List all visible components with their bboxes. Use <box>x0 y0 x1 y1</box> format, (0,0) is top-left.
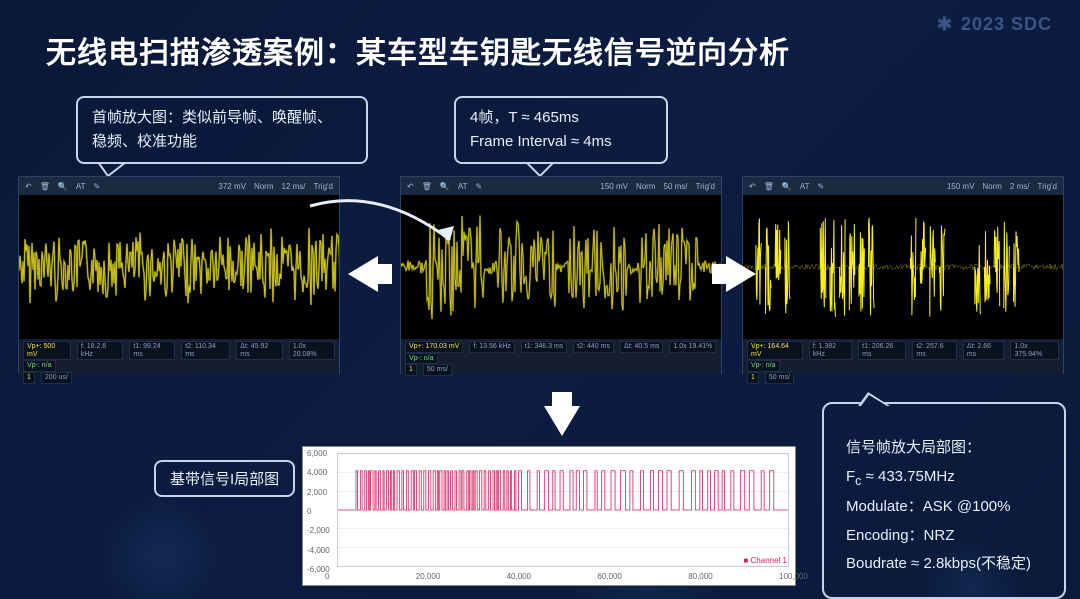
arrow-right-icon <box>726 256 756 292</box>
callout-tail-icon <box>98 162 126 176</box>
signal-info-box: 信号帧放大局部图： Fc ≈ 433.75MHz Modulate：ASK @1… <box>828 420 1060 593</box>
scope-toolbar: ↶🗑🔍AT✎ 150 mV Norm 50 ms/ Trig'd <box>401 177 721 195</box>
scope-statusbar: Vp+: 164.64 mV f: 1.382 kHz t1: 206.26 m… <box>743 339 1063 375</box>
oscilloscope-left: ↶🗑🔍AT✎ 372 mV Norm 12 ms/ Trig'd Vp+: 50… <box>18 176 340 374</box>
scope-canvas <box>19 195 339 339</box>
callout-line: 稳频、校准功能 <box>92 130 352 154</box>
scope-toolbar: ↶🗑🔍AT✎ 150 mV Norm 2 ms/ Trig'd <box>743 177 1063 195</box>
snowflake-icon: ✱ <box>937 14 953 35</box>
callout-tail-icon <box>526 162 554 176</box>
scope-statusbar: Vp+: 170.03 mV f: 13.56 kHz t1: 346.3 ms… <box>401 339 721 375</box>
scope-toolbar: ↶🗑🔍AT✎ 372 mV Norm 12 ms/ Trig'd <box>19 177 339 195</box>
callout-line: 4帧，T ≈ 465ms <box>470 106 652 130</box>
oscilloscope-mid: ↶🗑🔍AT✎ 150 mV Norm 50 ms/ Trig'd Vp+: 17… <box>400 176 722 374</box>
callout-tail-icon <box>858 392 890 406</box>
conference-badge: ✱ 2023 SDC <box>937 14 1052 35</box>
info-line: 信号帧放大局部图： <box>846 434 1042 463</box>
badge-text: 2023 SDC <box>961 14 1052 35</box>
arrow-down-icon <box>544 406 580 436</box>
baseband-plot <box>337 453 789 567</box>
baseband-legend: ■ Channel 1 <box>743 556 787 565</box>
scope-statusbar: Vp+: 500 mV f: 18.2.6 kHz t1: 99.24 ms t… <box>19 339 339 375</box>
slide-title: 无线电扫描渗透案例：某车型车钥匙无线信号逆向分析 <box>46 28 790 72</box>
callout-first-frame: 首帧放大图：类似前导帧、唤醒帧、 稳频、校准功能 <box>76 96 368 164</box>
baseband-label: 基带信号I局部图 <box>154 460 295 497</box>
info-line: Encoding：NRZ <box>846 522 1042 551</box>
callout-line: Frame Interval ≈ 4ms <box>470 130 652 154</box>
scope-canvas <box>743 195 1063 339</box>
scope-canvas <box>401 195 721 339</box>
arrow-left-icon <box>348 256 378 292</box>
info-line: Boudrate ≈ 2.8kbps(不稳定) <box>846 550 1042 579</box>
callout-frames: 4帧，T ≈ 465ms Frame Interval ≈ 4ms <box>454 96 668 164</box>
info-line: Fc ≈ 433.75MHz <box>846 463 1042 494</box>
oscilloscope-right: ↶🗑🔍AT✎ 150 mV Norm 2 ms/ Trig'd Vp+: 164… <box>742 176 1064 374</box>
baseband-chart: ■ Channel 1 -6,000-4,000-2,00002,0004,00… <box>302 446 796 586</box>
info-line: Modulate：ASK @100% <box>846 493 1042 522</box>
callout-line: 首帧放大图：类似前导帧、唤醒帧、 <box>92 106 352 130</box>
